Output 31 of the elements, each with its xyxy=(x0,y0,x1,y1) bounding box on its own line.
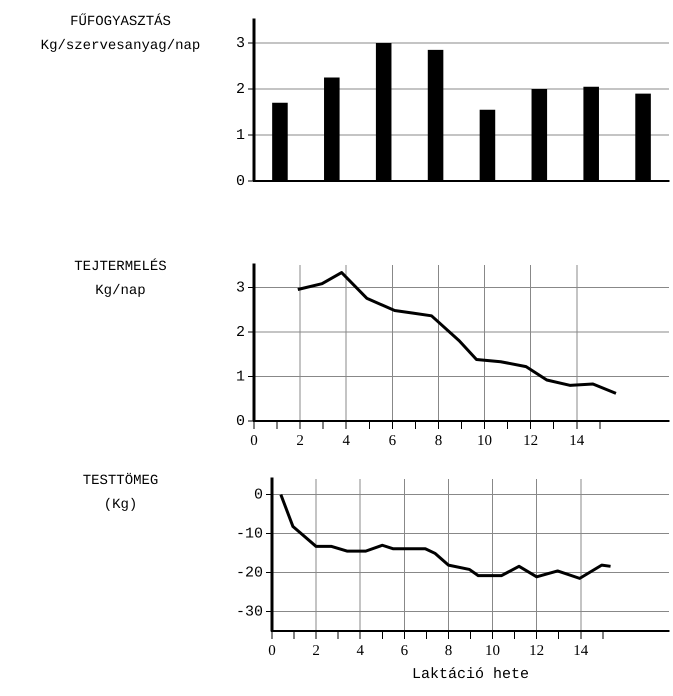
x-tick-label: 6 xyxy=(400,642,409,659)
y-axis-title: TESTTÖMEG (Kg) xyxy=(82,472,160,515)
y-tick-label: -10 xyxy=(236,526,264,543)
x-tick-label: 8 xyxy=(434,432,442,449)
y-tick-label: 0 xyxy=(236,172,245,190)
x-tick-label: 10 xyxy=(485,642,500,659)
x-tick-label: 14 xyxy=(573,642,589,659)
x-tick-label: 0 xyxy=(268,642,276,659)
x-tick-label: 4 xyxy=(342,432,350,449)
y-tick-label: 2 xyxy=(236,80,245,98)
x-tick-label: 6 xyxy=(388,432,397,449)
y-tick-label: 3 xyxy=(236,34,245,52)
y-tick-label: -30 xyxy=(236,603,264,620)
x-tick-label: 12 xyxy=(529,642,544,659)
y-tick-label: 0 xyxy=(254,486,264,504)
x-tick-label: 12 xyxy=(523,432,538,449)
x-tick-label: 2 xyxy=(312,642,320,659)
y-tick-label: 0 xyxy=(236,412,245,430)
y-tick-label: 3 xyxy=(236,279,245,296)
y-tick-label: 2 xyxy=(236,324,245,341)
y-axis-title: FŰFOGYASZTÁS Kg/szervesanyag/nap xyxy=(40,12,202,56)
y-tick-label: -20 xyxy=(236,564,264,582)
x-tick-label: 10 xyxy=(477,432,492,449)
y-tick-label: 1 xyxy=(236,368,245,386)
x-tick-label: 8 xyxy=(444,642,452,659)
x-tick-label: 2 xyxy=(296,432,304,449)
x-tick-label: 14 xyxy=(569,432,585,449)
x-tick-label: 4 xyxy=(356,642,364,659)
y-axis-title: TEJTERMELÉS Kg/nap xyxy=(73,257,168,301)
y-tick-label: 1 xyxy=(236,126,245,144)
x-axis-title: Laktáció hete xyxy=(412,666,530,683)
